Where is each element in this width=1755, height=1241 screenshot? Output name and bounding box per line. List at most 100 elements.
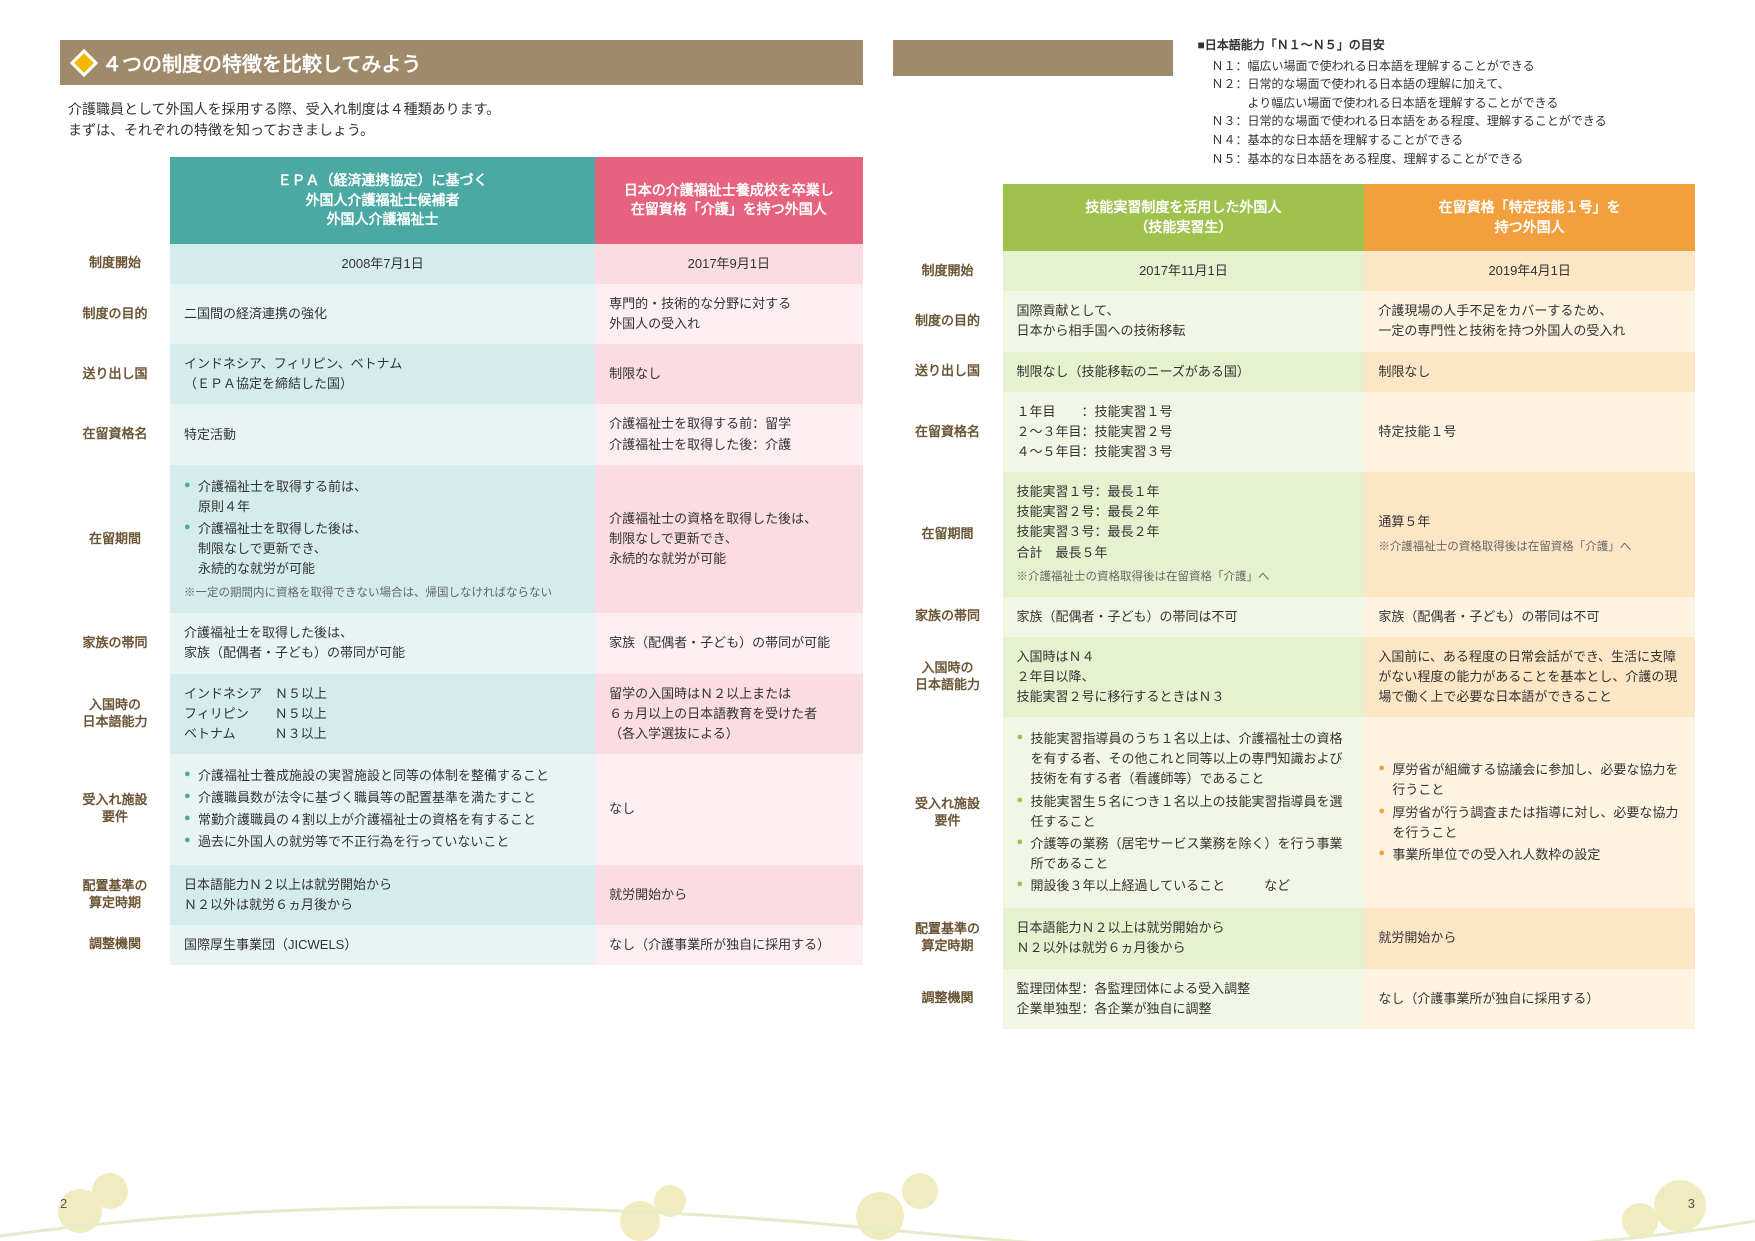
- jlpt-n5: Ｎ５：基本的な日本語をある程度、理解することができる: [1197, 150, 1695, 169]
- row-org: 調整機関: [893, 969, 1003, 1029]
- cell: なし: [595, 754, 862, 865]
- cell: 就労開始から: [595, 865, 862, 925]
- col-header-epa: ＥＰＡ（経済連携協定）に基づく 外国人介護福祉士候補者 外国人介護福祉士: [170, 157, 595, 244]
- intro-line-1: 介護職員として外国人を採用する際、受入れ制度は４種類あります。: [68, 99, 863, 120]
- cell: 2017年9月1日: [595, 244, 862, 284]
- cell: 制限なし: [1364, 352, 1695, 392]
- list-item: 介護等の業務（居宅サービス業務を除く）を行う事業所であること: [1017, 834, 1351, 874]
- title-bar: ４つの制度の特徴を比較してみよう: [60, 40, 863, 85]
- row-jlpt: 入国時の 日本語能力: [60, 674, 170, 754]
- cell: 二国間の経済連携の強化: [170, 284, 595, 344]
- cell: 2019年4月1日: [1364, 251, 1695, 291]
- list-item: 常勤介護職員の４割以上が介護福祉士の資格を有すること: [184, 810, 581, 830]
- jlpt-n4: Ｎ４：基本的な日本語を理解することができる: [1197, 131, 1695, 150]
- cell: 介護現場の人手不足をカバーするため、 一定の専門性と技術を持つ外国人の受入れ: [1364, 291, 1695, 351]
- cell: 家族（配偶者・子ども）の帯同が可能: [595, 613, 862, 673]
- list-item: 過去に外国人の就労等で不正行為を行っていないこと: [184, 832, 581, 852]
- note: ※介護福祉士の資格取得後は在留資格「介護」へ: [1017, 569, 1351, 587]
- cell: 日本語能力Ｎ２以上は就労開始から Ｎ２以外は就労６ヵ月後から: [1003, 908, 1365, 968]
- cell: 監理団体型：各監理団体による受入調整 企業単独型：各企業が独自に調整: [1003, 969, 1365, 1029]
- cell: 家族（配偶者・子ども）の帯同は不可: [1003, 597, 1365, 637]
- jlpt-legend: ■日本語能力「Ｎ１～Ｎ５」の目安 Ｎ１：幅広い場面で使われる日本語を理解すること…: [1197, 36, 1695, 168]
- col-header-ginou: 技能実習制度を活用した外国人 （技能実習生）: [1003, 184, 1365, 251]
- list-item: 介護職員数が法令に基づく職員等の配置基準を満たすこと: [184, 788, 581, 808]
- cell: 介護福祉士を取得する前：留学 介護福祉士を取得した後：介護: [595, 404, 862, 464]
- cell: 制限なし: [595, 344, 862, 404]
- row-jlpt: 入国時の 日本語能力: [893, 637, 1003, 717]
- note: ※一定の期間内に資格を取得できない場合は、帰国しなければならない: [184, 585, 581, 603]
- corner-blank: [893, 184, 1003, 251]
- cell: 留学の入国時はＮ２以上または ６ヵ月以上の日本語教育を受けた者 （各入学選抜によ…: [595, 674, 862, 754]
- cell: 介護福祉士養成施設の実習施設と同等の体制を整備すること 介護職員数が法令に基づく…: [170, 754, 595, 865]
- cell: 入国時はＮ４ ２年目以降、 技能実習２号に移行するときはＮ３: [1003, 637, 1365, 717]
- row-country: 送り出し国: [60, 344, 170, 404]
- list-item: 介護福祉士を取得する前は、 原則４年: [184, 477, 581, 517]
- spread: ４つの制度の特徴を比較してみよう 介護職員として外国人を採用する際、受入れ制度は…: [0, 0, 1755, 1241]
- cell: 日本語能力Ｎ２以上は就労開始から Ｎ２以外は就労６ヵ月後から: [170, 865, 595, 925]
- page-number-left: 2: [60, 1196, 67, 1211]
- list-item: 介護福祉士を取得した後は、 制限なしで更新でき、 永続的な就労が可能: [184, 519, 581, 579]
- cell: 制限なし（技能移転のニーズがある国）: [1003, 352, 1365, 392]
- row-period: 在留期間: [60, 465, 170, 614]
- cell: なし（介護事業所が独自に採用する）: [1364, 969, 1695, 1029]
- cell: 国際厚生事業団（JICWELS）: [170, 925, 595, 965]
- left-page: ４つの制度の特徴を比較してみよう 介護職員として外国人を採用する際、受入れ制度は…: [60, 40, 863, 1211]
- list-item: 厚労省が行う調査または指導に対し、必要な協力を行うこと: [1378, 803, 1681, 843]
- corner-blank: [60, 157, 170, 244]
- comparison-table-left: ＥＰＡ（経済連携協定）に基づく 外国人介護福祉士候補者 外国人介護福祉士 日本の…: [60, 157, 863, 965]
- col-header-tokutei: 在留資格「特定技能１号」を 持つ外国人: [1364, 184, 1695, 251]
- row-purpose: 制度の目的: [60, 284, 170, 344]
- cell: 国際貢献として、 日本から相手国への技術移転: [1003, 291, 1365, 351]
- cell: 2017年11月1日: [1003, 251, 1365, 291]
- note: ※介護福祉士の資格取得後は在留資格「介護」へ: [1378, 539, 1681, 557]
- cell: インドネシア Ｎ５以上 フィリピン Ｎ５以上 ベトナム Ｎ３以上: [170, 674, 595, 754]
- row-country: 送り出し国: [893, 352, 1003, 392]
- list-item: 事業所単位での受入れ人数枠の設定: [1378, 845, 1681, 865]
- row-family: 家族の帯同: [893, 597, 1003, 637]
- page-number-right: 3: [1688, 1196, 1695, 1211]
- cell: 専門的・技術的な分野に対する 外国人の受入れ: [595, 284, 862, 344]
- jlpt-n3: Ｎ３：日常的な場面で使われる日本語をある程度、理解することができる: [1197, 112, 1695, 131]
- list-item: 厚労省が組織する協議会に参加し、必要な協力を行うこと: [1378, 760, 1681, 800]
- row-start: 制度開始: [60, 244, 170, 284]
- cell: 特定技能１号: [1364, 392, 1695, 472]
- row-calc: 配置基準の 算定時期: [893, 908, 1003, 968]
- cell: 介護福祉士の資格を取得した後は、 制限なしで更新でき、 永続的な就労が可能: [595, 465, 862, 614]
- right-page: ■日本語能力「Ｎ１～Ｎ５」の目安 Ｎ１：幅広い場面で使われる日本語を理解すること…: [893, 40, 1696, 1211]
- row-purpose: 制度の目的: [893, 291, 1003, 351]
- row-facility: 受入れ施設 要件: [60, 754, 170, 865]
- cell: 介護福祉士を取得した後は、 家族（配偶者・子ども）の帯同が可能: [170, 613, 595, 673]
- cell: なし（介護事業所が独自に採用する）: [595, 925, 862, 965]
- row-start: 制度開始: [893, 251, 1003, 291]
- intro-text: 介護職員として外国人を採用する際、受入れ制度は４種類あります。 まずは、それぞれ…: [68, 99, 863, 141]
- row-family: 家族の帯同: [60, 613, 170, 673]
- jlpt-n2b: より幅広い場面で使われる日本語を理解することができる: [1197, 94, 1695, 113]
- jlpt-n2a: Ｎ２：日常的な場面で使われる日本語の理解に加えて、: [1197, 75, 1695, 94]
- jlpt-head: ■日本語能力「Ｎ１～Ｎ５」の目安: [1197, 36, 1695, 55]
- cell: 就労開始から: [1364, 908, 1695, 968]
- cell: 2008年7月1日: [170, 244, 595, 284]
- list-item: 技能実習生５名につき１名以上の技能実習指導員を選任すること: [1017, 792, 1351, 832]
- cell: 技能実習１号：最長１年 技能実習２号：最長２年 技能実習３号：最長２年 合計 最…: [1003, 472, 1365, 596]
- row-visa-name: 在留資格名: [893, 392, 1003, 472]
- list-item: 開設後３年以上経過していること など: [1017, 876, 1351, 896]
- cell: 技能実習指導員のうち１名以上は、介護福祉士の資格を有する者、その他これと同等以上…: [1003, 717, 1365, 908]
- row-facility: 受入れ施設 要件: [893, 717, 1003, 908]
- list-item: 介護福祉士養成施設の実習施設と同等の体制を整備すること: [184, 766, 581, 786]
- row-visa-name: 在留資格名: [60, 404, 170, 464]
- cell: １年目 ：技能実習１号 ２～３年目：技能実習２号 ４～５年目：技能実習３号: [1003, 392, 1365, 472]
- comparison-table-right: 技能実習制度を活用した外国人 （技能実習生） 在留資格「特定技能１号」を 持つ外…: [893, 184, 1696, 1029]
- cell: 厚労省が組織する協議会に参加し、必要な協力を行うこと 厚労省が行う調査または指導…: [1364, 717, 1695, 908]
- intro-line-2: まずは、それぞれの特徴を知っておきましょう。: [68, 120, 863, 141]
- top-bar-right: [893, 40, 1174, 76]
- diamond-icon: [70, 48, 98, 76]
- cell: インドネシア、フィリピン、ベトナム （ＥＰＡ協定を締結した国）: [170, 344, 595, 404]
- row-period: 在留期間: [893, 472, 1003, 596]
- cell: 特定活動: [170, 404, 595, 464]
- row-org: 調整機関: [60, 925, 170, 965]
- page-title: ４つの制度の特徴を比較してみよう: [102, 48, 421, 77]
- row-calc: 配置基準の 算定時期: [60, 865, 170, 925]
- cell: 通算５年 ※介護福祉士の資格取得後は在留資格「介護」へ: [1364, 472, 1695, 596]
- jlpt-n1: Ｎ１：幅広い場面で使われる日本語を理解することができる: [1197, 57, 1695, 76]
- col-header-kaigo: 日本の介護福祉士養成校を卒業し 在留資格「介護」を持つ外国人: [595, 157, 862, 244]
